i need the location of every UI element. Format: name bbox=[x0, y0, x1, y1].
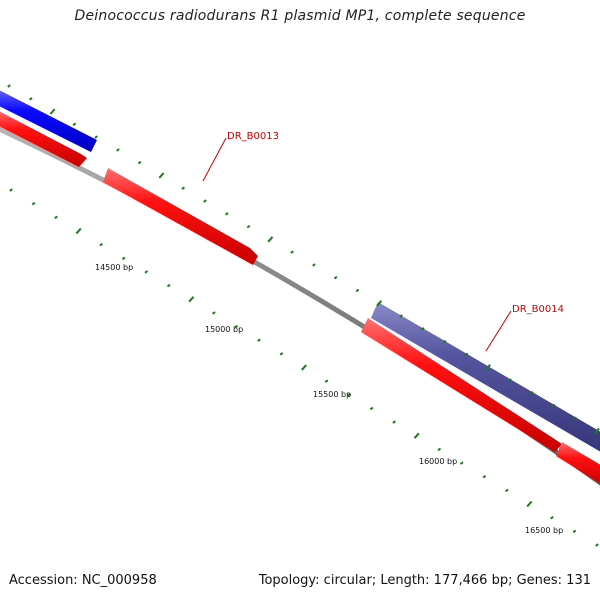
minor-tick bbox=[355, 288, 360, 293]
tick-row-lower bbox=[9, 188, 599, 547]
major-tick bbox=[49, 108, 56, 115]
label-line-dr-b0014 bbox=[485, 310, 512, 352]
feature-red-arrow-3 bbox=[556, 442, 600, 484]
minor-tick bbox=[279, 352, 284, 356]
major-tick bbox=[75, 227, 82, 235]
minor-tick bbox=[505, 488, 509, 493]
tick-label-15000: 15000 bp bbox=[205, 325, 243, 334]
sequence-backbone bbox=[0, 126, 600, 486]
minor-tick bbox=[392, 420, 396, 424]
minor-tick bbox=[144, 270, 149, 274]
topology-text: Topology: circular; Length: 177,466 bp; … bbox=[258, 573, 591, 588]
major-tick bbox=[267, 236, 274, 243]
minor-tick bbox=[203, 199, 207, 203]
feature-red-arrow-dr-b0013 bbox=[103, 168, 258, 265]
minor-tick bbox=[246, 224, 251, 229]
minor-tick bbox=[572, 529, 577, 534]
minor-tick bbox=[121, 256, 126, 261]
tick-row-upper bbox=[7, 84, 600, 435]
minor-tick bbox=[595, 543, 599, 547]
minor-tick bbox=[312, 263, 316, 267]
minor-tick bbox=[94, 135, 98, 139]
minor-tick bbox=[324, 379, 329, 383]
gene-label-dr-b0014[interactable]: DR_B0014 bbox=[512, 304, 564, 315]
minor-tick bbox=[347, 393, 351, 397]
feature-red-arrow-2 bbox=[361, 318, 562, 452]
minor-tick bbox=[234, 324, 239, 329]
minor-tick bbox=[225, 212, 229, 216]
minor-tick bbox=[529, 390, 534, 395]
major-tick bbox=[376, 300, 383, 307]
minor-tick bbox=[116, 148, 120, 152]
major-tick bbox=[413, 432, 420, 439]
feature-red-arrow-1 bbox=[0, 111, 87, 167]
tick-label-14500: 14500 bp bbox=[95, 263, 133, 272]
tick-label-15500: 15500 bp bbox=[313, 390, 351, 399]
accession-text: Accession: NC_000958 bbox=[9, 573, 157, 588]
tick-label-16500: 16500 bp bbox=[525, 526, 563, 535]
minor-tick bbox=[369, 406, 374, 411]
minor-tick bbox=[29, 97, 33, 101]
minor-tick bbox=[166, 283, 171, 288]
minor-tick bbox=[464, 352, 469, 357]
minor-tick bbox=[72, 122, 77, 127]
gene-label-dr-b0013[interactable]: DR_B0013 bbox=[227, 131, 279, 142]
minor-tick bbox=[212, 311, 216, 315]
major-tick bbox=[485, 364, 491, 371]
label-line-dr-b0013 bbox=[202, 137, 227, 182]
minor-tick bbox=[99, 242, 103, 247]
minor-tick bbox=[421, 327, 425, 331]
minor-tick bbox=[9, 188, 13, 192]
minor-tick bbox=[31, 201, 36, 206]
minor-tick bbox=[437, 447, 442, 452]
major-tick bbox=[594, 427, 600, 435]
minor-tick bbox=[551, 403, 556, 408]
major-tick bbox=[188, 296, 195, 303]
major-tick bbox=[526, 500, 533, 508]
minor-tick bbox=[399, 314, 403, 318]
major-tick bbox=[158, 172, 165, 179]
minor-tick bbox=[442, 339, 447, 344]
major-tick bbox=[301, 364, 307, 371]
minor-tick bbox=[508, 378, 512, 382]
map-title: Deinococcus radiodurans R1 plasmid MP1, … bbox=[74, 8, 526, 24]
minor-tick bbox=[7, 84, 11, 88]
minor-tick bbox=[459, 461, 464, 465]
minor-tick bbox=[54, 215, 58, 220]
minor-tick bbox=[257, 338, 261, 342]
minor-tick bbox=[482, 474, 487, 479]
tick-label-16000: 16000 bp bbox=[419, 457, 457, 466]
minor-tick bbox=[333, 275, 338, 280]
minor-tick bbox=[573, 416, 578, 420]
minor-tick bbox=[181, 186, 185, 190]
minor-tick bbox=[137, 160, 142, 165]
features bbox=[0, 90, 600, 484]
minor-tick bbox=[550, 515, 554, 520]
minor-tick bbox=[290, 250, 294, 254]
feature-blue-arrow bbox=[0, 90, 97, 152]
feature-navy-bar-dr-b0014 bbox=[371, 302, 600, 452]
